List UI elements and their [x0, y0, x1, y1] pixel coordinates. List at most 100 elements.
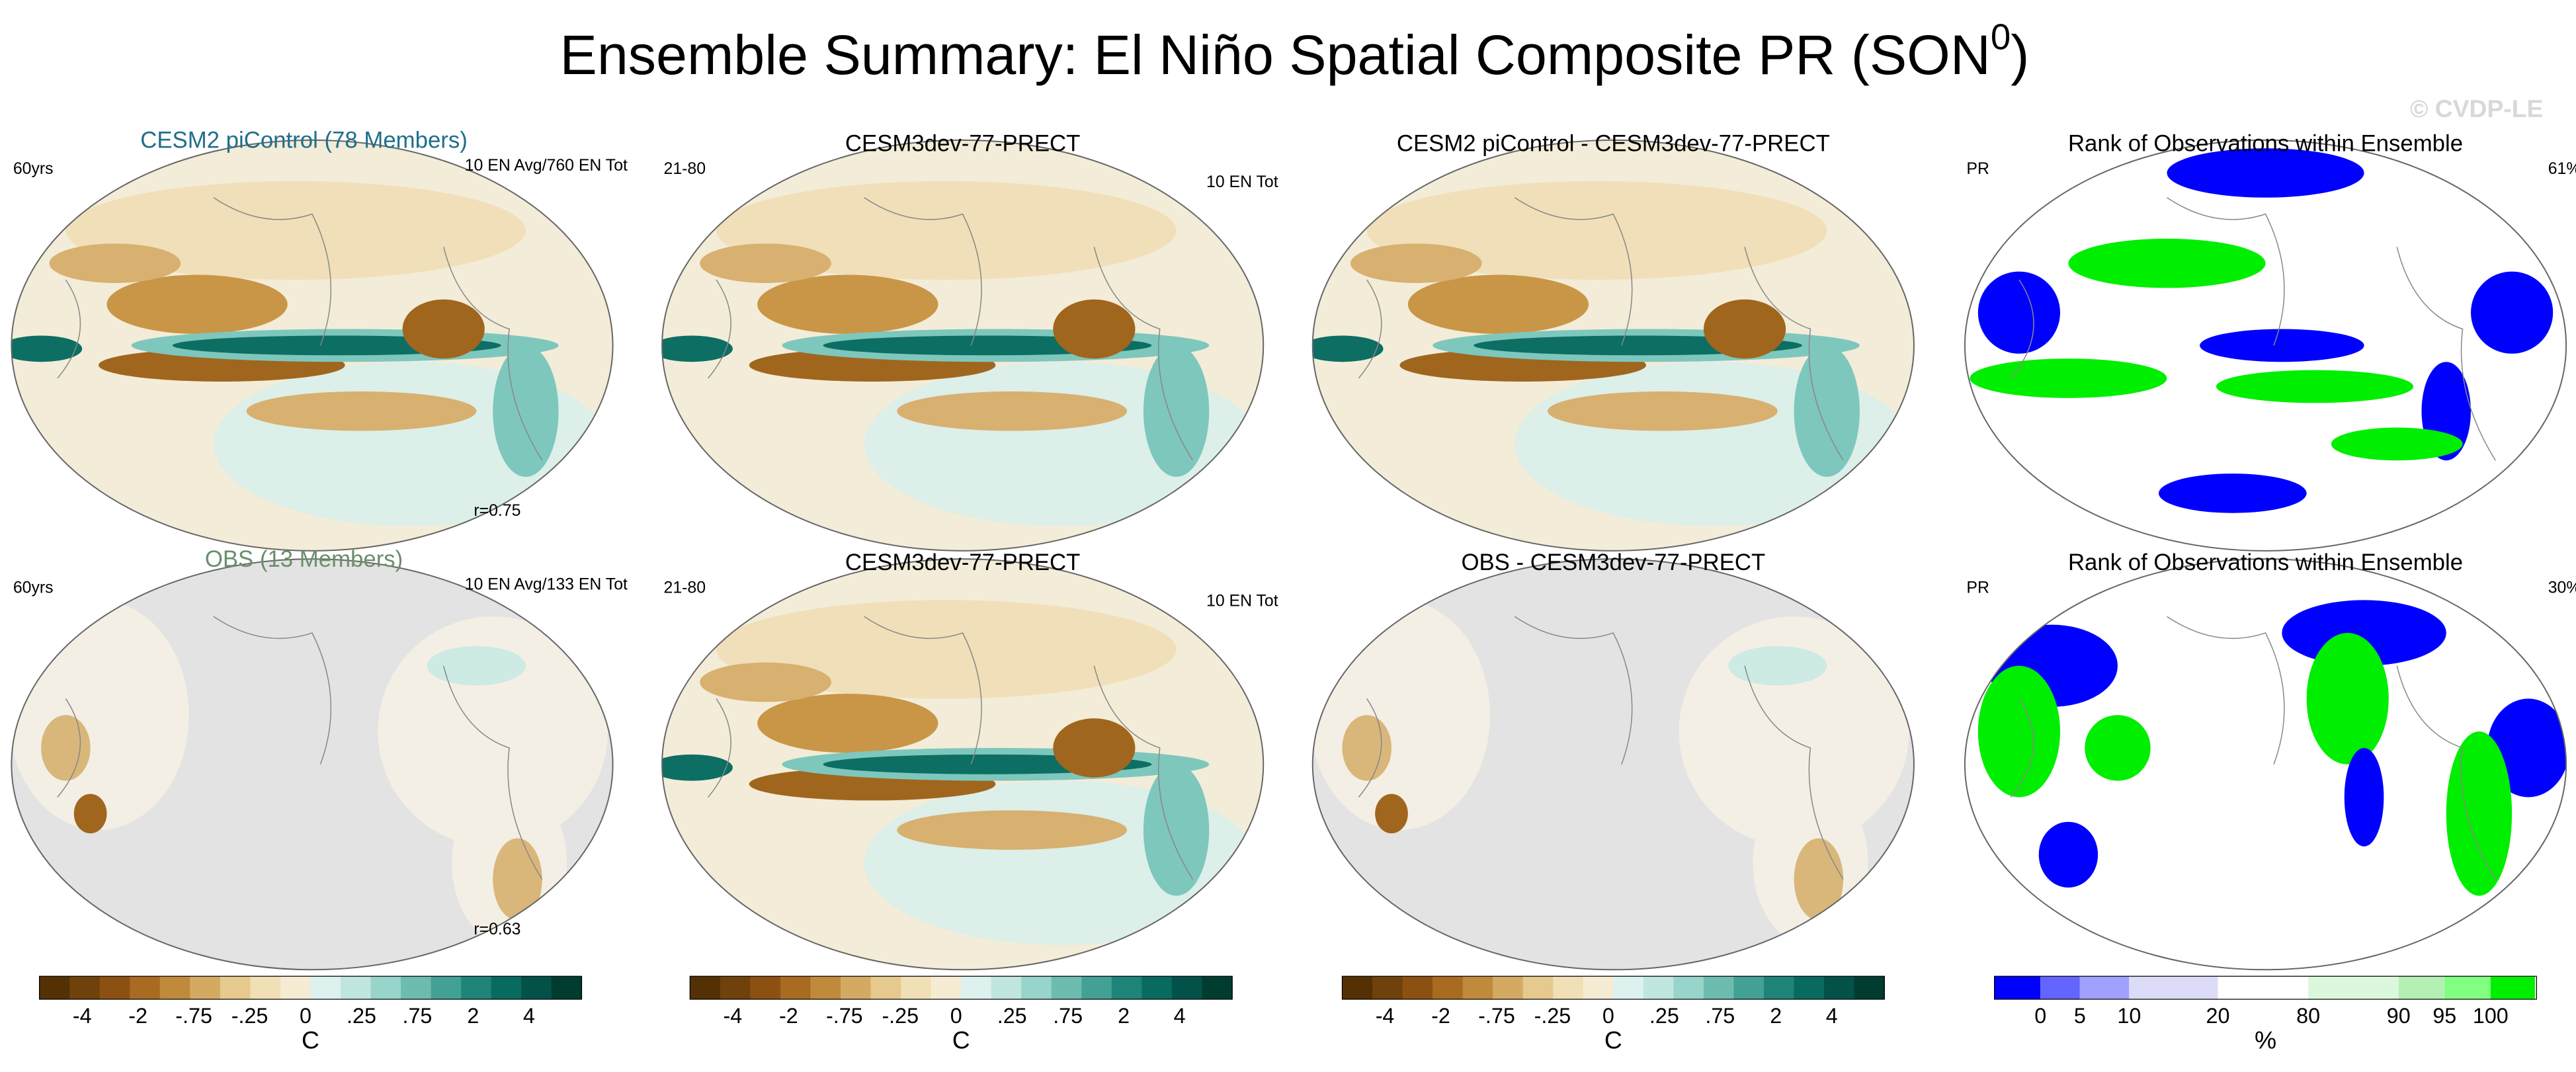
panel-left-label: 60yrs	[13, 160, 54, 178]
colorbar-box	[1433, 976, 1464, 1000]
colorbar-box	[310, 976, 341, 1000]
colorbar-box	[2129, 976, 2218, 1000]
colorbar-label: -.75	[1478, 1004, 1515, 1028]
panel-title: Rank of Observations within Ensemble	[2068, 131, 2463, 156]
panel-right-label: 10 EN Avg/133 EN Tot	[465, 576, 628, 594]
colorbar-box	[1111, 976, 1143, 1000]
colorbar-label: -.75	[175, 1004, 212, 1028]
map-region	[2068, 238, 2266, 288]
map-region	[1350, 243, 1482, 283]
map-region	[662, 754, 733, 781]
map-region	[1970, 358, 2167, 398]
colorbar-box	[1733, 976, 1765, 1000]
map-region	[246, 391, 477, 431]
colorbar-box	[2040, 976, 2080, 1000]
map-border	[661, 558, 1265, 971]
map-region	[2344, 747, 2384, 846]
colorbar-label: -.25	[231, 1004, 269, 1028]
colorbar-label: 2	[1118, 1004, 1130, 1028]
colorbar-frame	[1341, 975, 1885, 1000]
panel-left-label: 21-80	[664, 160, 706, 178]
map-fill	[1964, 559, 2567, 970]
panel-right-label: 10 EN Tot	[1206, 592, 1278, 610]
colorbar-box	[1202, 976, 1233, 1000]
colorbar-box	[39, 976, 70, 1000]
panel-correlation: r=0.75	[474, 502, 520, 520]
colorbar-frame	[38, 975, 582, 1000]
map-region	[49, 243, 181, 283]
map-region	[2331, 427, 2463, 461]
panel-title: CESM3dev-77-PRECT	[845, 550, 1080, 575]
colorbar-box	[870, 976, 901, 1000]
map-region	[2159, 474, 2307, 513]
map-region	[1407, 274, 1589, 334]
colorbar-label: -.25	[882, 1004, 919, 1028]
colorbar-box	[690, 976, 721, 1000]
coastline	[708, 197, 1194, 461]
colorbar-label: 4	[1826, 1004, 1838, 1028]
colorbar-label: 10	[2117, 1004, 2141, 1028]
map-border	[11, 139, 614, 552]
colorbar-box	[1703, 976, 1735, 1000]
map-panel	[11, 139, 614, 552]
panel-correlation: r=0.63	[474, 921, 520, 938]
colorbar-label: .75	[1705, 1004, 1735, 1028]
map-region	[1794, 345, 1860, 477]
colorbar-box	[1372, 976, 1403, 1000]
colorbar-box	[1613, 976, 1644, 1000]
colorbar-box	[1553, 976, 1584, 1000]
colorbar-box	[280, 976, 312, 1000]
colorbar-label: 80	[2296, 1004, 2320, 1028]
colorbar-label: 90	[2387, 1004, 2411, 1028]
colorbar-box	[250, 976, 281, 1000]
coastline	[57, 616, 543, 880]
colorbar-label: .25	[1649, 1004, 1679, 1028]
colorbar-frame	[689, 975, 1233, 1000]
colorbar-box	[190, 976, 221, 1000]
map-fill	[662, 140, 1264, 551]
colorbar-box	[961, 976, 992, 1000]
coastline	[708, 616, 1194, 880]
map-border	[1311, 558, 1915, 971]
colorbar-label: -2	[128, 1004, 147, 1028]
map-fill	[11, 140, 613, 551]
title-end: )	[2011, 24, 2029, 86]
colorbar-label: 5	[2074, 1004, 2086, 1028]
map-panel	[661, 558, 1265, 971]
panel-left-label: 21-80	[664, 579, 706, 597]
colorbar-box	[2398, 976, 2445, 1000]
colorbar-label: -4	[724, 1004, 743, 1028]
map-panel	[1311, 558, 1915, 971]
map-region	[700, 662, 831, 702]
colorbar-label: -.25	[1534, 1004, 1571, 1028]
colorbar-box	[780, 976, 811, 1000]
map-region	[1312, 335, 1384, 362]
colorbar-box	[991, 976, 1022, 1000]
map-border	[1964, 139, 2567, 552]
map-border	[1311, 139, 1915, 552]
map-region	[493, 345, 559, 477]
map-region	[65, 181, 526, 280]
map-panel	[11, 558, 614, 971]
panel-title: CESM2 piControl - CESM3dev-77-PRECT	[1397, 131, 1830, 156]
map-region	[1143, 345, 1210, 477]
colorbar-box	[841, 976, 872, 1000]
coastline	[1358, 616, 1844, 880]
map-region	[2471, 271, 2554, 354]
colorbar-box	[750, 976, 781, 1000]
colorbar-box	[401, 976, 432, 1000]
colorbar-box	[1081, 976, 1112, 1000]
panel-right-label: 61%	[2548, 160, 2576, 178]
map-region	[493, 838, 542, 921]
colorbar-label: 95	[2432, 1004, 2456, 1028]
panel-right-label: 10 EN Avg/760 EN Tot	[465, 157, 628, 175]
map-region	[73, 794, 107, 834]
colorbar-label: -2	[1431, 1004, 1450, 1028]
colorbar-box	[1462, 976, 1493, 1000]
colorbar-box	[130, 976, 161, 1000]
map-border	[1964, 558, 2567, 971]
colorbar-box	[1051, 976, 1083, 1000]
map-region	[716, 600, 1177, 699]
map-fill	[662, 559, 1264, 970]
panel-left-label: 60yrs	[13, 579, 54, 597]
